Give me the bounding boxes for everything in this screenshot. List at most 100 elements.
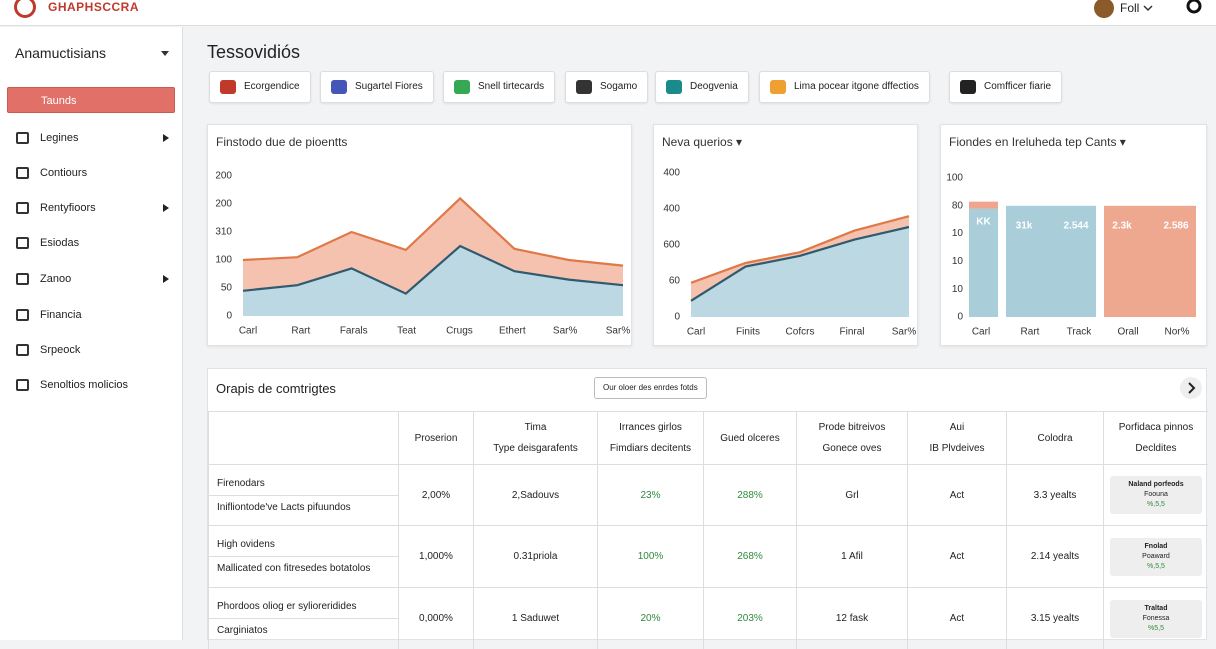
settings-icon[interactable] — [1185, 0, 1203, 16]
line — [690, 215, 910, 284]
avatar[interactable] — [1094, 0, 1114, 18]
sidebar-item[interactable]: Esiodas — [7, 230, 175, 256]
cell-value: 0,000% — [419, 613, 453, 624]
row-name: Inifliontode've Lacts pifuundos — [209, 494, 398, 519]
badge[interactable]: Fnolad Poaward %,5,5 — [1110, 537, 1202, 576]
y-tick-label: 0 — [674, 312, 680, 323]
table-cell — [208, 411, 398, 464]
table-cell: Firenodars Inifliontode've Lacts pifuundo… — [208, 464, 398, 525]
y-tick-label: 10 — [952, 228, 964, 239]
cell-value: 203% — [737, 613, 763, 624]
chart-card: Fiondes en Ireluheda tep Cants ▾ 0 10 10 10 8… — [940, 124, 1207, 346]
chart-title: Fiondes en Ireluheda tep Cants ▾ — [949, 135, 1126, 149]
y-tick-label: 10 — [952, 284, 964, 295]
table-cell: Act — [907, 587, 1006, 649]
table-cell: Gued olceres — [703, 411, 796, 464]
table-cell: Porfidaca pinnos Decldites — [1103, 411, 1208, 464]
chart: Finstodo due de pioentts 0 50 100 310 200 200 C… — [215, 135, 630, 337]
x-tick-label: Farals — [340, 326, 368, 337]
cell-value: 3.3 yealts — [1033, 489, 1077, 501]
y-tick-label: 400 — [663, 204, 680, 215]
cell-value: Act — [949, 551, 965, 562]
cell-value: 3.15 yealts — [1030, 613, 1080, 624]
user-menu[interactable]: Foll — [1120, 1, 1140, 15]
x-tick-label: Finits — [736, 327, 760, 338]
arrow-shape — [163, 134, 169, 142]
sidebar-item[interactable]: Zanoo — [7, 266, 175, 292]
sidebar-item[interactable]: Senoltios molicios — [7, 372, 175, 398]
badge-line: Poaward — [1142, 552, 1170, 560]
x-tick-label: Crugs — [446, 326, 473, 337]
row-name: High ovidens — [217, 539, 275, 550]
user-caret — [1143, 5, 1153, 12]
table-button[interactable]: Our oloer des enrdes fotds — [594, 377, 707, 399]
badge[interactable]: Naland porfeods Foouna %,5,5 — [1110, 476, 1202, 514]
y-tick-label: 100 — [946, 173, 963, 184]
toolbar-button[interactable]: Lima pocear itgone dffectios — [759, 71, 930, 103]
sidebar-caret[interactable] — [160, 49, 170, 57]
table-panel: Orapis de comtrigtes Our oloer des enrde… — [207, 368, 1208, 649]
y-tick-label: 600 — [663, 240, 680, 251]
badge-line: Fonessa — [1142, 614, 1170, 622]
table-cell: Fnolad Poaward %,5,5 — [1103, 525, 1208, 587]
page-title: Tessovidiós — [207, 42, 301, 62]
cell-value: 23% — [640, 489, 661, 501]
y-tick-label: 400 — [663, 168, 680, 179]
table-cell: Colodra — [1006, 411, 1103, 464]
cell-value: 268% — [737, 551, 763, 562]
column-header: Colodra — [1037, 432, 1073, 444]
y-tick-label: 0 — [226, 311, 232, 322]
row-name: Firenodars — [217, 477, 265, 489]
bar-label: 31k — [1016, 220, 1033, 231]
chart: Fiondes en Ireluheda tep Cants ▾ 0 10 10 10 8… — [946, 135, 1196, 338]
badge-line: Fnolad — [1144, 542, 1168, 550]
bar-segment — [969, 201, 998, 209]
toolbar-button[interactable]: Sugartel Fiores — [320, 71, 434, 103]
cell-value: 1 Saduwet — [511, 613, 560, 624]
badge-line: Naland porfeods — [1128, 481, 1184, 488]
table-cell: Aui IB Plvdeives — [907, 411, 1006, 464]
sidebar-item[interactable]: Legines — [7, 125, 175, 151]
chart: Neva querios ▾ 0 60 600 400 400 Carl Finits Cofc… — [662, 135, 916, 338]
logo-icon — [14, 0, 36, 18]
sidebar-icon — [16, 132, 29, 144]
column-header: Irrances girlos — [619, 422, 682, 433]
y-tick-label: 100 — [215, 255, 232, 266]
toolbar-button[interactable]: Comfficer fiarie — [949, 71, 1063, 103]
sidebar-icon — [16, 237, 29, 249]
y-tick-label: 200 — [215, 199, 232, 210]
sidebar-arrow — [163, 275, 169, 283]
sidebar-item[interactable]: Rentyfioors — [7, 195, 175, 221]
chart-title: Neva querios ▾ — [662, 135, 742, 149]
sidebar-icon — [16, 379, 29, 391]
table-cell: 3.15 yealts — [1006, 587, 1103, 649]
table-cell: 1,000% — [398, 525, 473, 587]
sidebar-item[interactable]: Financia — [7, 302, 175, 328]
line — [690, 225, 910, 302]
arrow-shape — [163, 275, 169, 283]
table-cell: 100% — [597, 525, 703, 587]
cell-value: 20% — [640, 613, 661, 624]
table-title: Orapis de comtrigtes — [216, 381, 336, 396]
sidebar-title: Anamuctisians — [15, 45, 107, 61]
toolbar-button[interactable]: Ecorgendice — [209, 71, 311, 103]
toolbar-button[interactable]: Deogvenia — [655, 71, 749, 103]
table-cell: 23% — [597, 464, 703, 525]
toolbar-icon — [770, 80, 786, 94]
sidebar-arrow — [163, 204, 169, 212]
bar-label: KK — [976, 216, 991, 227]
sidebar-item[interactable]: Contiours — [7, 160, 175, 186]
badge[interactable]: Traltad Fonessa %5,5 — [1110, 599, 1202, 638]
next-button[interactable] — [1180, 377, 1202, 399]
sidebar-item[interactable]: Taunds — [7, 87, 175, 113]
cell-value: 1 Afil — [841, 551, 863, 562]
sidebar-item[interactable]: Srpeock — [7, 337, 175, 363]
table-cell: 268% — [703, 525, 796, 587]
toolbar-icon — [960, 80, 976, 94]
cell-value: 0.31priola — [513, 551, 558, 562]
table-cell: Prode bitreivos Gonece oves — [796, 411, 907, 464]
column-header: Gonece oves — [822, 443, 882, 454]
toolbar-button[interactable]: Sogamo — [565, 71, 649, 103]
toolbar-button[interactable]: Snell tirtecards — [443, 71, 556, 103]
x-tick-label: Carl — [972, 327, 990, 338]
